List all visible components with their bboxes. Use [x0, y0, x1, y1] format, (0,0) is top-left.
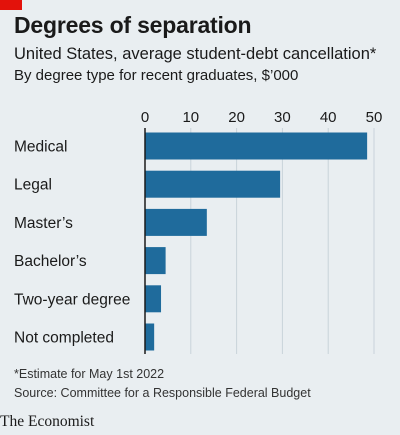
category-label: Not completed [14, 330, 114, 347]
x-tick-label: 40 [320, 109, 337, 126]
brand-accent-bar [0, 0, 22, 10]
category-label: Medical [14, 139, 67, 156]
x-tick-label: 0 [141, 109, 149, 126]
bar [145, 170, 281, 198]
chart-title: Degrees of separation [14, 12, 252, 38]
source-note: Source: Committee for a Responsible Fede… [14, 386, 311, 400]
category-labels: Medical Legal Master’s Bachelor’s Two-year d… [14, 139, 130, 347]
x-tick-label: 20 [228, 109, 245, 126]
economist-logo-text: The Economist [0, 413, 95, 430]
gridlines [190, 128, 375, 354]
bar [145, 285, 162, 313]
bars [145, 132, 368, 351]
bar [145, 132, 368, 160]
bar [145, 247, 166, 275]
bar [145, 323, 155, 351]
x-axis-ticks: 0 10 20 30 40 50 [141, 109, 383, 126]
x-tick-label: 10 [182, 109, 199, 126]
chart-description: By degree type for recent graduates, $’0… [14, 67, 299, 84]
x-tick-label: 30 [274, 109, 291, 126]
category-label: Bachelor’s [14, 253, 87, 270]
chart-subtitle: United States, average student-debt canc… [14, 45, 377, 63]
category-label: Legal [14, 177, 52, 194]
bar [145, 208, 207, 236]
footnote: *Estimate for May 1st 2022 [14, 367, 165, 381]
x-tick-label: 50 [366, 109, 383, 126]
category-label: Master’s [14, 215, 73, 232]
category-label: Two-year degree [14, 291, 130, 308]
